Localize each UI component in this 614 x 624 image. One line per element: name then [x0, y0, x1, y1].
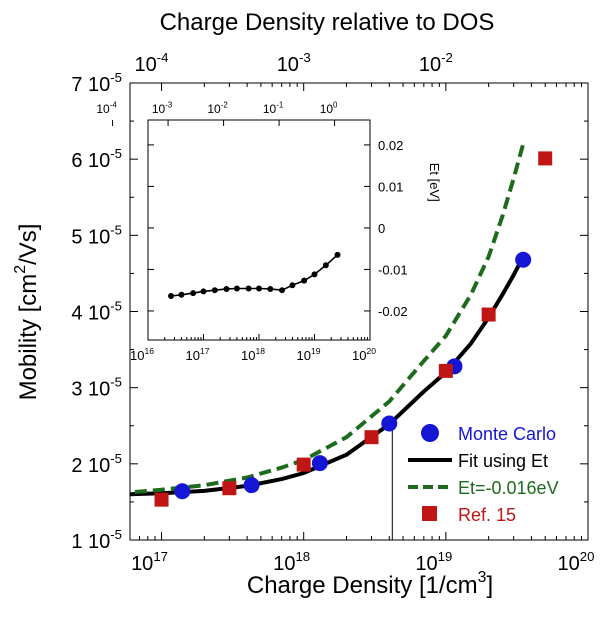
data-point-circle [515, 251, 532, 268]
inset-top-tick-label: 100 [320, 101, 338, 116]
inset-x-tick-label: 1019 [296, 346, 320, 363]
data-point-square [364, 430, 379, 445]
top-tick-label: 10-2 [419, 50, 453, 76]
inset-data-point [279, 287, 286, 294]
data-point-square [438, 363, 453, 378]
top-tick-label: 10-3 [277, 50, 311, 76]
inset-data-point [301, 277, 308, 284]
inset-data-point [311, 271, 318, 278]
series-line [134, 143, 526, 494]
data-point-square [538, 151, 553, 166]
inset-x-tick-label: 1020 [352, 346, 376, 363]
x-tick-label: 1017 [131, 549, 168, 575]
data-point-circle [381, 415, 398, 432]
legend-label: Ref. 15 [458, 505, 516, 525]
inset-data-point [256, 285, 262, 292]
inset-x-tick-label: 1016 [130, 346, 154, 363]
data-point-square [296, 457, 311, 472]
inset-data-point [190, 290, 197, 297]
x-axis-title: Charge Density [1/cm3] [247, 569, 493, 599]
y-tick-label: 1 10-5 [71, 527, 122, 553]
inset-data-point [223, 285, 230, 292]
inset-top-tick-label: 10-4 [96, 101, 117, 116]
inset-data-point [233, 285, 240, 292]
x-tick-label: 1019 [415, 549, 452, 575]
inset-data-point [322, 262, 329, 269]
data-point-circle [243, 477, 260, 494]
inset-top-tick-label: 10-3 [152, 101, 173, 116]
inset-series-line [170, 254, 339, 297]
data-point-circle [311, 455, 328, 472]
x-tick-label: 1020 [558, 549, 595, 575]
inset-data-point [168, 293, 175, 299]
data-point-square [222, 481, 237, 496]
inset-top-tick-label: 10-1 [263, 101, 284, 116]
y-tick-label: 5 10-5 [71, 222, 122, 248]
inset-data-point [289, 282, 296, 289]
inset-data-point [211, 287, 218, 294]
inset-data-point [334, 251, 341, 258]
x-tick-label: 1018 [273, 549, 310, 575]
y-tick-label: 6 10-5 [71, 146, 122, 172]
inset-y-tick-label: 0.02 [378, 138, 403, 153]
inset-y-tick-label: 0 [378, 221, 385, 236]
y-tick-label: 4 10-5 [71, 299, 122, 325]
y-tick-label: 3 10-5 [71, 375, 122, 401]
inset-y-tick-label: 0.01 [378, 179, 403, 194]
y-tick-label: 7 10-5 [71, 70, 122, 96]
legend-label: Monte Carlo [458, 424, 556, 444]
inset-y-axis-title: Et [eV] [427, 163, 442, 202]
y-axis-title: Mobility [cm2/Vs] [12, 224, 42, 401]
legend-label: Fit using Et [458, 451, 548, 471]
inset-data-point [178, 291, 185, 298]
legend-symbol-circle [421, 424, 439, 442]
legend-label: Et=-0.016eV [458, 478, 559, 498]
inset-y-tick-label: -0.02 [378, 304, 408, 319]
inset-x-tick-label: 1017 [185, 346, 209, 363]
inset-data-point [245, 285, 252, 292]
data-point-square [154, 492, 169, 507]
data-point-circle [174, 483, 191, 500]
inset-frame [147, 119, 371, 341]
y-tick-label: 2 10-5 [71, 451, 122, 477]
legend-symbol-square [422, 506, 437, 521]
data-point-square [481, 307, 496, 322]
legend: Monte Carlo Fit using Et Et=-0.016eV Ref. 1… [408, 424, 559, 525]
inset-y-tick-label: -0.01 [378, 262, 408, 277]
top-tick-label: 10-4 [135, 50, 169, 76]
inset-data-point [267, 285, 274, 292]
inset-x-tick-label: 1018 [241, 346, 265, 363]
inset-data-point [200, 288, 207, 295]
top-axis-title: Charge Density relative to DOS [160, 9, 495, 36]
inset-top-tick-label: 10-2 [207, 101, 227, 116]
